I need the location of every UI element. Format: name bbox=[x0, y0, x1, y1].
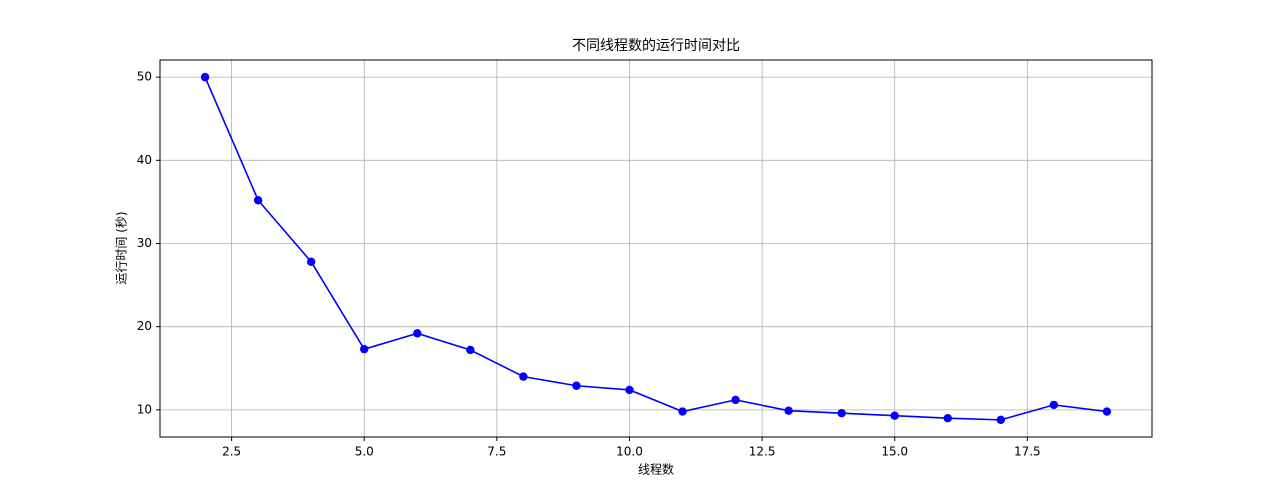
point bbox=[678, 407, 687, 416]
point bbox=[890, 411, 899, 420]
x-tick-label: 7.5 bbox=[487, 445, 506, 459]
x-tick-label: 10.0 bbox=[616, 445, 643, 459]
x-tick-label: 2.5 bbox=[222, 445, 241, 459]
point bbox=[943, 413, 952, 423]
x-tick-label: 12.5 bbox=[749, 445, 776, 459]
chart-title: 不同线程数的运行时间对比 bbox=[572, 38, 740, 54]
point bbox=[996, 415, 1006, 425]
y-tick-label: 20 bbox=[137, 319, 152, 333]
point bbox=[731, 395, 740, 405]
y-tick-label: 10 bbox=[137, 402, 152, 416]
y-tick-label: 50 bbox=[137, 70, 152, 84]
x-tick-label: 5.0 bbox=[355, 445, 374, 459]
plot-frame bbox=[159, 59, 1153, 438]
x-axis-label: 线程数 bbox=[638, 462, 674, 477]
y-axis-label: 运行时间 (秒) bbox=[115, 211, 129, 284]
point bbox=[625, 385, 634, 395]
point bbox=[837, 409, 846, 418]
y-tick-label: 30 bbox=[137, 236, 152, 250]
point bbox=[306, 257, 316, 267]
point bbox=[253, 196, 263, 205]
point bbox=[360, 344, 369, 354]
line bbox=[204, 76, 1108, 421]
point bbox=[572, 381, 581, 390]
point bbox=[413, 329, 422, 338]
point bbox=[466, 345, 475, 355]
x-tick-label: 15.0 bbox=[881, 445, 908, 459]
y-tick-label: 40 bbox=[137, 153, 152, 167]
point bbox=[784, 406, 793, 415]
point bbox=[519, 372, 528, 381]
x-tick-label: 17.5 bbox=[1014, 445, 1041, 459]
point bbox=[1102, 407, 1112, 416]
point bbox=[1049, 400, 1059, 410]
point bbox=[200, 72, 210, 82]
